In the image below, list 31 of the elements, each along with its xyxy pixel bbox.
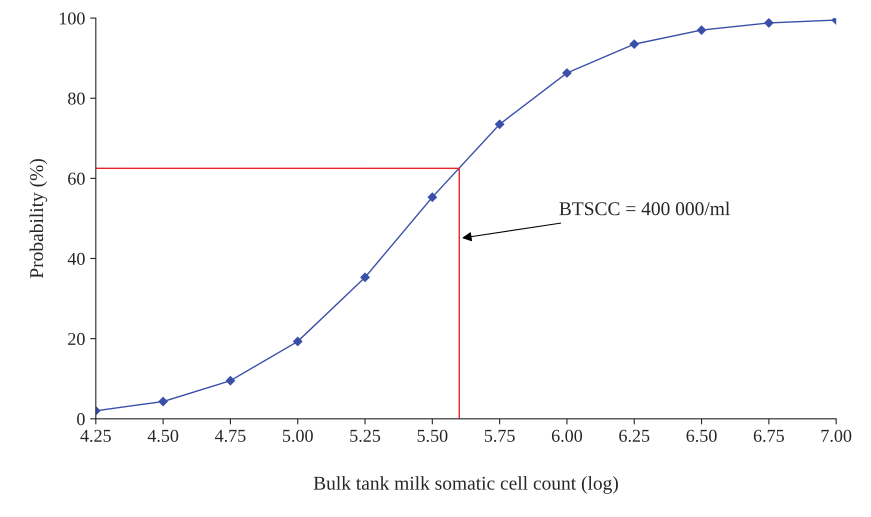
x-tick-label: 5.50 (418, 430, 448, 442)
y-tick-label: 40 (68, 252, 85, 265)
point (629, 39, 640, 50)
x-tick-label: 4.50 (148, 430, 178, 442)
y-tick-label: 0 (77, 413, 85, 426)
y-tick-label: 80 (68, 92, 85, 105)
x-axis-title: Bulk tank milk somatic cell count (log) (314, 476, 618, 494)
x-tick-label: 6.25 (619, 430, 650, 442)
x-tick-label: 5.75 (484, 430, 515, 442)
x-tick-label: 7.00 (822, 430, 852, 442)
y-tick-label: 20 (68, 332, 85, 346)
point (562, 68, 572, 78)
point (292, 336, 303, 346)
x-tick-label: 6.50 (686, 430, 717, 442)
point (427, 192, 438, 202)
annotation: BTSCC = 400 000/ml (559, 202, 730, 216)
x-tick-label: 5.25 (350, 430, 380, 442)
x-tick-label: 6.00 (552, 430, 582, 442)
y-tick-label: 60 (68, 172, 85, 185)
point (226, 376, 236, 386)
x-tick-label: 5.00 (282, 430, 313, 442)
x-tick-label: 4.75 (214, 430, 246, 442)
point (158, 396, 168, 406)
point (360, 272, 370, 282)
y-axis-title: Probability (%) (30, 159, 48, 278)
y-tick-label: 100 (60, 12, 85, 25)
x-tick-label: 6.75 (754, 430, 784, 442)
point (696, 25, 706, 36)
x-tick-label: 4.25 (80, 430, 111, 442)
point (494, 119, 505, 130)
point (764, 18, 774, 28)
